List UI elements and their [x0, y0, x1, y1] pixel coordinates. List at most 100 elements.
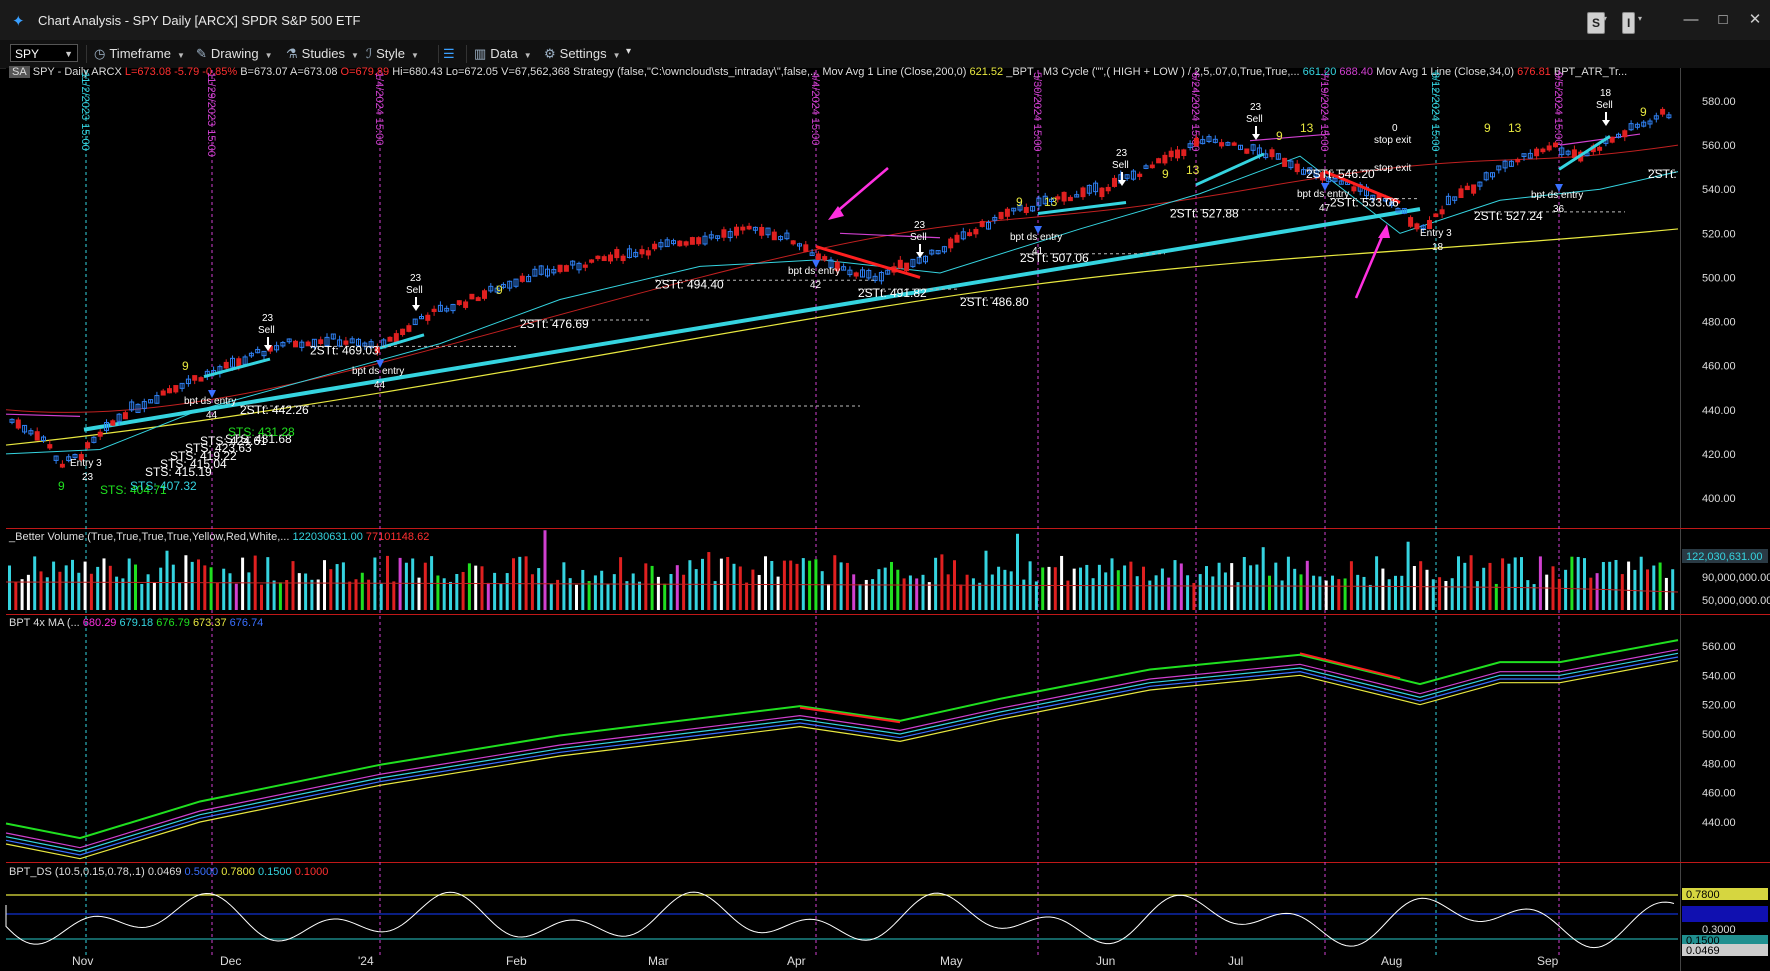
volume-bar[interactable] — [575, 584, 578, 610]
candle[interactable] — [1023, 206, 1029, 213]
candle[interactable] — [998, 211, 1004, 220]
volume-bar[interactable] — [461, 571, 465, 610]
volume-bar[interactable] — [776, 576, 780, 610]
volume-bar[interactable] — [1116, 570, 1120, 610]
i-dropdown-icon[interactable]: ▾ — [1638, 14, 1643, 23]
volume-bar[interactable] — [1620, 574, 1624, 610]
candle[interactable] — [897, 259, 903, 269]
volume-bar[interactable] — [927, 582, 931, 610]
candle[interactable] — [1301, 169, 1306, 175]
candle[interactable] — [141, 401, 147, 409]
volume-bar[interactable] — [694, 569, 698, 610]
volume-bar[interactable] — [215, 582, 219, 610]
candle[interactable] — [1527, 152, 1533, 159]
volume-bar[interactable] — [530, 574, 534, 610]
candle[interactable] — [34, 431, 40, 441]
volume-bar[interactable] — [1438, 577, 1442, 610]
candle[interactable] — [1483, 172, 1489, 181]
volume-bar[interactable] — [612, 574, 616, 610]
candle[interactable] — [1597, 146, 1603, 151]
volume-bar[interactable] — [1400, 575, 1404, 610]
volume-bar[interactable] — [682, 574, 686, 610]
candle[interactable] — [41, 436, 46, 441]
candle[interactable] — [1634, 123, 1640, 128]
candle[interactable] — [1200, 139, 1206, 145]
volume-bar[interactable] — [839, 562, 843, 610]
volume-bar[interactable] — [1614, 559, 1618, 610]
candle[interactable] — [1414, 223, 1420, 230]
setup-trend-line[interactable] — [1195, 152, 1265, 187]
candle[interactable] — [1212, 138, 1218, 143]
volume-bar[interactable] — [455, 574, 459, 610]
candle[interactable] — [734, 226, 739, 236]
candle[interactable] — [1181, 149, 1187, 156]
candle[interactable] — [1628, 123, 1634, 131]
volume-bar[interactable] — [921, 574, 925, 610]
candle[interactable] — [1653, 115, 1659, 120]
candle[interactable] — [689, 237, 695, 245]
volume-bar[interactable] — [978, 582, 982, 610]
m3-cycle-study[interactable]: _BPT_ M3 Cycle ("",( HIGH + LOW ) / 2,5,… — [1006, 66, 1300, 78]
candle[interactable] — [1427, 219, 1432, 230]
candle[interactable] — [66, 456, 72, 462]
candle[interactable] — [759, 226, 765, 236]
candle[interactable] — [293, 340, 298, 348]
candle[interactable] — [910, 258, 916, 268]
volume-bar[interactable] — [39, 571, 43, 610]
candle[interactable] — [1313, 169, 1319, 177]
candle[interactable] — [1168, 150, 1174, 158]
candle[interactable] — [1143, 165, 1149, 169]
candle[interactable] — [431, 308, 437, 313]
volume-bar[interactable] — [140, 583, 144, 610]
candle[interactable] — [324, 336, 330, 346]
volume-bar[interactable] — [883, 567, 887, 610]
candle[interactable] — [387, 336, 393, 342]
volume-bar[interactable] — [1532, 584, 1536, 610]
volume-bar[interactable] — [1595, 573, 1599, 610]
volume-bar[interactable] — [738, 566, 742, 610]
candle[interactable] — [633, 251, 639, 258]
s-dropdown-icon[interactable]: ▾ — [1603, 14, 1608, 23]
volume-bar[interactable] — [650, 565, 654, 610]
volume-bar[interactable] — [1507, 563, 1511, 610]
volume-bar[interactable] — [1664, 577, 1668, 610]
candle[interactable] — [154, 395, 160, 404]
candle[interactable] — [1571, 149, 1577, 158]
volume-bar[interactable] — [556, 579, 560, 610]
volume-bar[interactable] — [915, 578, 919, 610]
volume-bar[interactable] — [1242, 557, 1246, 610]
volume-bar[interactable] — [864, 579, 868, 610]
candle[interactable] — [261, 350, 267, 357]
candle[interactable] — [1206, 136, 1212, 143]
volume-bar[interactable] — [360, 572, 364, 610]
candle[interactable] — [702, 235, 708, 245]
volume-bar[interactable] — [1003, 569, 1007, 610]
candle[interactable] — [368, 341, 374, 348]
candle[interactable] — [400, 328, 406, 335]
volume-bar[interactable] — [367, 579, 371, 610]
volume-bar[interactable] — [379, 583, 383, 610]
candle[interactable] — [715, 235, 721, 239]
volume-bar[interactable] — [171, 564, 175, 610]
volume-bar[interactable] — [1179, 563, 1183, 610]
candle[interactable] — [1130, 170, 1136, 180]
candle[interactable] — [1080, 187, 1086, 198]
sa-badge[interactable]: SA — [9, 66, 30, 78]
volume-bar[interactable] — [858, 584, 862, 610]
candle[interactable] — [9, 418, 15, 423]
candle[interactable] — [1244, 148, 1250, 154]
candle[interactable] — [1609, 136, 1615, 143]
volume-bar[interactable] — [1230, 563, 1234, 610]
candle[interactable] — [1477, 181, 1483, 187]
candle[interactable] — [274, 345, 280, 351]
volume-bar[interactable] — [669, 574, 673, 610]
volume-bar[interactable] — [1444, 580, 1448, 610]
candle[interactable] — [513, 278, 519, 287]
candle[interactable] — [1395, 208, 1401, 213]
candle[interactable] — [677, 240, 683, 247]
volume-bar[interactable] — [940, 554, 944, 610]
candle[interactable] — [475, 297, 481, 302]
volume-bar[interactable] — [1545, 574, 1549, 610]
volume-bar[interactable] — [272, 580, 276, 610]
settings-menu[interactable]: ⚙ Settings ▼ — [544, 46, 621, 62]
